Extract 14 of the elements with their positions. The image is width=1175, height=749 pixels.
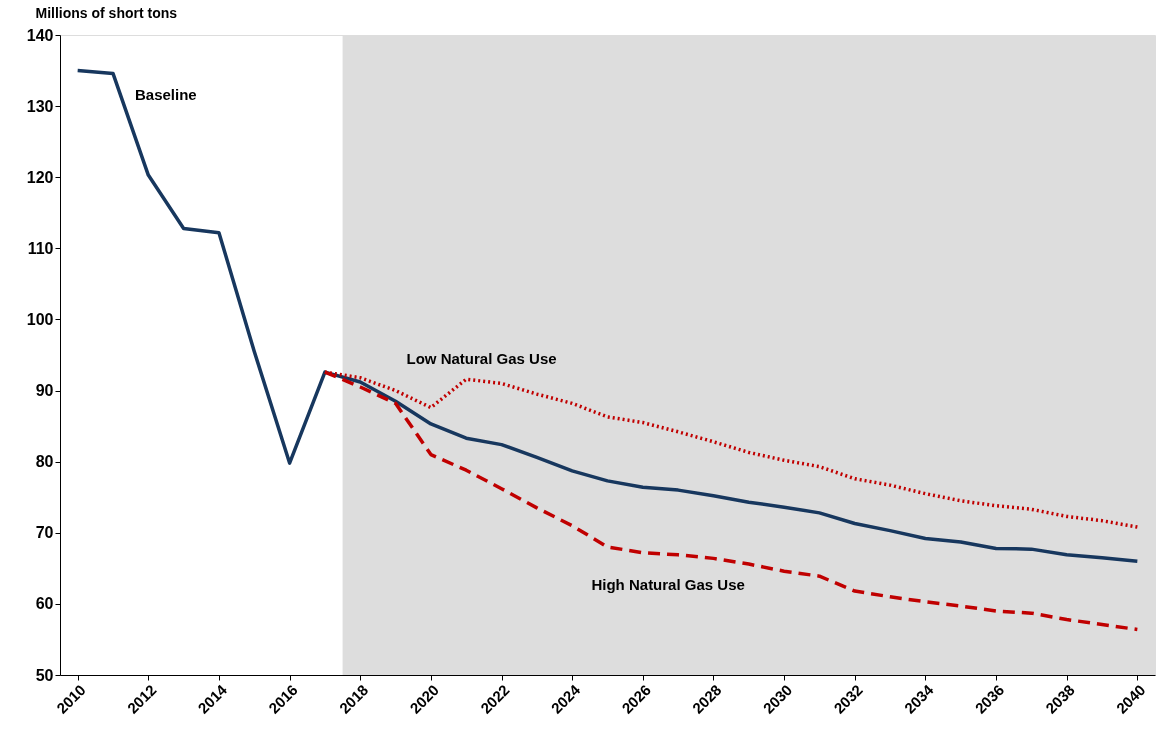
y-tick-label: 60	[35, 595, 54, 613]
y-tick-label: 100	[26, 310, 54, 328]
series-label: High Natural Gas Use	[591, 575, 745, 593]
y-tick-label: 120	[26, 168, 54, 186]
series-label: Low Natural Gas Use	[406, 350, 557, 368]
y-axis-title: Millions of short tons	[35, 4, 178, 21]
y-tick-label: 110	[27, 239, 54, 257]
series-label: Baseline	[134, 86, 197, 104]
y-tick-label: 140	[26, 26, 54, 44]
y-tick-label: 80	[35, 453, 54, 471]
y-tick-label: 130	[26, 97, 54, 115]
y-tick-label: 90	[35, 382, 54, 400]
y-tick-label: 70	[35, 524, 54, 542]
y-tick-label: 50	[35, 666, 54, 684]
